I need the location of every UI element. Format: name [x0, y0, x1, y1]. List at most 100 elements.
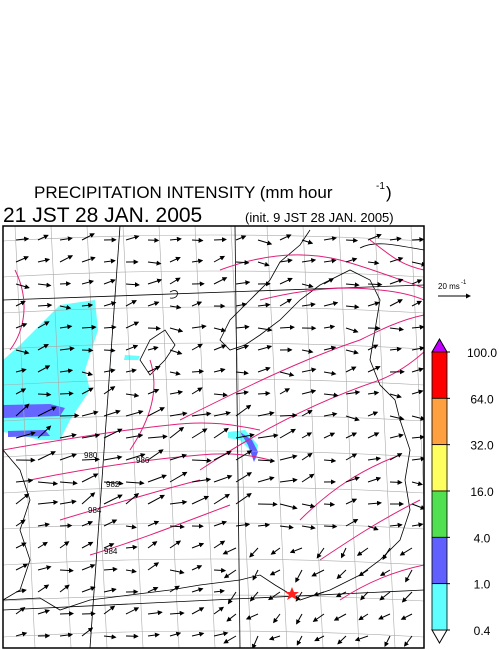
meridian	[158, 226, 180, 648]
wind-vector	[279, 324, 295, 330]
meridian	[14, 226, 36, 648]
wind-vector	[235, 390, 249, 396]
wind-vector	[411, 237, 424, 243]
wind-vector	[257, 433, 279, 439]
wind-vector	[279, 371, 295, 377]
wind-vector	[81, 586, 96, 593]
wind-vector	[323, 523, 338, 529]
wind-vector	[59, 568, 74, 573]
wind-vector	[213, 344, 227, 351]
colorbar-over	[431, 337, 448, 353]
wind-vector	[301, 410, 313, 417]
wind-vector	[191, 301, 203, 307]
colorbar-label: 0.4	[474, 624, 491, 638]
wind-vector	[15, 519, 26, 527]
wind-vector	[257, 390, 271, 396]
wind-vector	[227, 591, 237, 605]
wind-vector	[37, 343, 49, 351]
wind-vector	[15, 349, 30, 355]
wind-vector	[389, 453, 403, 461]
wind-vector	[147, 520, 160, 527]
wind-vector	[169, 277, 181, 285]
wind-vector	[323, 324, 336, 330]
wind-vector	[37, 499, 59, 505]
wind-vector	[169, 349, 183, 355]
wind-vector	[103, 519, 118, 527]
wind-vector	[279, 454, 298, 461]
major-graticule	[3, 589, 424, 611]
wind-vector	[367, 390, 380, 396]
wind-vector	[37, 365, 51, 373]
wind-vector	[103, 455, 123, 461]
colorbar-under	[431, 629, 448, 645]
wind-vector	[389, 346, 402, 352]
wind-vector	[313, 591, 325, 597]
wind-vector	[103, 347, 116, 353]
wind-vector	[323, 236, 338, 242]
wind-vector	[345, 257, 358, 263]
wind-vector	[389, 299, 403, 307]
isobar-label: 984	[104, 547, 118, 556]
wind-vector	[367, 500, 382, 506]
wind-vector	[103, 605, 116, 615]
wind-vector	[323, 501, 336, 507]
wind-vector	[411, 434, 424, 440]
wind-vector	[257, 344, 273, 351]
wind-vector	[81, 256, 96, 263]
wind-vector	[191, 477, 212, 483]
wind-vector	[81, 410, 99, 417]
colorbar-label: 32.0	[470, 439, 494, 453]
wind-vector	[169, 453, 188, 461]
wind-vector	[191, 587, 204, 593]
wind-vector	[235, 522, 251, 528]
wind-vector	[249, 591, 259, 602]
wind-vector	[37, 541, 48, 549]
wind-vector	[59, 541, 70, 549]
wind-vector	[191, 387, 203, 395]
wind-vector	[345, 498, 358, 505]
wind-vector	[59, 236, 73, 242]
valid-time: 21 JST 28 JAN. 2005	[3, 204, 202, 227]
wind-vector	[103, 494, 123, 505]
wind-vector	[213, 411, 231, 417]
wind-vector	[273, 613, 281, 624]
wind-vector	[103, 368, 116, 374]
colorbar-band	[431, 490, 448, 538]
wind-vector	[345, 519, 359, 527]
wind-vector	[389, 433, 404, 439]
wind-vector	[59, 453, 77, 461]
wind-vector	[191, 542, 205, 549]
wind-vector	[81, 473, 99, 483]
wind-vector	[235, 472, 253, 483]
wind-vector	[169, 569, 185, 575]
title-superscript: -1	[376, 181, 385, 192]
wind-vector	[191, 411, 212, 417]
wind-vector	[37, 302, 53, 308]
wind-vector	[316, 547, 325, 559]
map-frame	[2, 225, 425, 649]
wind-vector	[235, 324, 250, 330]
wind-vector	[270, 547, 281, 555]
wind-vector	[289, 547, 303, 554]
wind-vector	[367, 233, 382, 241]
wind-vector	[235, 344, 250, 351]
wind-vector	[15, 493, 30, 505]
wind-vector	[379, 591, 391, 601]
wind-vector	[191, 428, 208, 439]
wind-vector	[411, 415, 424, 421]
wind-vector	[37, 321, 50, 329]
wind-vector	[213, 540, 226, 549]
wind-vector	[103, 566, 118, 572]
wind-vector	[340, 547, 347, 559]
wind-vector	[382, 547, 391, 561]
wind-vector	[257, 327, 273, 332]
wind-vector	[213, 493, 231, 505]
wind-vector	[81, 387, 94, 395]
wind-vector	[81, 456, 101, 462]
wind-vector	[169, 304, 182, 310]
wind-vector	[295, 569, 303, 583]
wind-vector	[323, 432, 336, 439]
wind-vector	[301, 258, 317, 264]
wind-vector	[279, 234, 292, 241]
wind-vector	[59, 632, 74, 638]
